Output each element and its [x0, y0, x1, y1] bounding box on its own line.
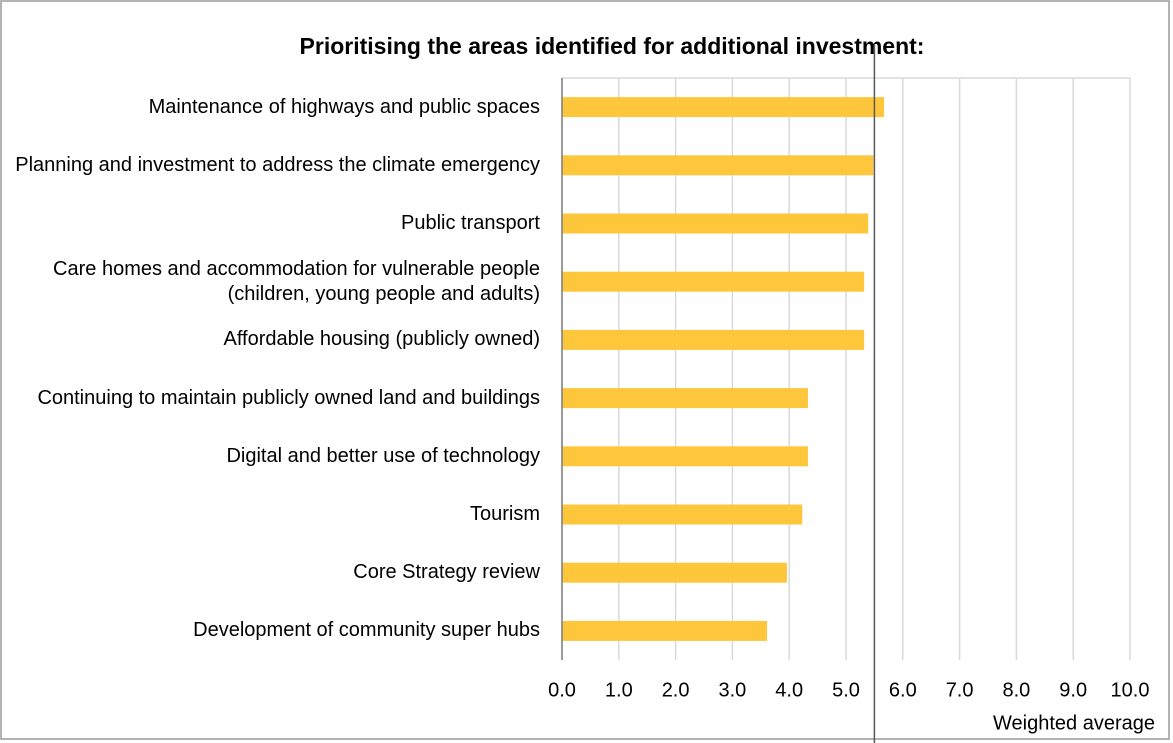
- y-tick-label: Planning and investment to address the c…: [15, 153, 540, 176]
- bar: [562, 271, 865, 292]
- bar: [562, 97, 885, 118]
- bar: [562, 504, 803, 525]
- y-tick-label: Digital and better use of technology: [226, 444, 540, 467]
- x-tick-label: 6.0: [889, 679, 917, 701]
- x-axis-title: Weighted average: [993, 712, 1155, 734]
- bar: [562, 562, 787, 583]
- y-tick-label: Affordable housing (publicly owned): [223, 328, 541, 351]
- y-tick-label: Continuing to maintain publicly owned la…: [37, 386, 540, 409]
- x-tick-label: 7.0: [946, 679, 974, 701]
- y-tick-label: Development of community super hubs: [193, 619, 540, 642]
- x-tick-label: 8.0: [1002, 679, 1030, 701]
- y-tick-label: Maintenance of highways and public space…: [148, 95, 540, 118]
- y-tick-label: Tourism: [469, 503, 540, 525]
- y-tick-label: Core Strategy review: [353, 561, 540, 584]
- bar: [562, 446, 808, 467]
- y-tick-label: Public transport: [401, 212, 540, 234]
- x-tick-label: 1.0: [605, 679, 633, 701]
- x-tick-label: 2.0: [662, 679, 690, 701]
- bar: [562, 155, 874, 176]
- bar: [562, 620, 768, 641]
- x-tick-label: 4.0: [775, 679, 803, 701]
- x-tick-label: 10.0: [1111, 679, 1150, 701]
- bar: [562, 329, 865, 350]
- x-tick-label: 9.0: [1059, 679, 1087, 701]
- bar: [562, 213, 869, 234]
- bar: [562, 388, 808, 409]
- y-tick-label: Care homes and accommodation for vulnera…: [53, 257, 540, 305]
- x-tick-label: 5.0: [832, 679, 860, 701]
- chart-title: Prioritising the areas identified for ad…: [300, 33, 925, 59]
- x-tick-label: 3.0: [718, 679, 746, 701]
- x-tick-label: 0.0: [548, 679, 576, 701]
